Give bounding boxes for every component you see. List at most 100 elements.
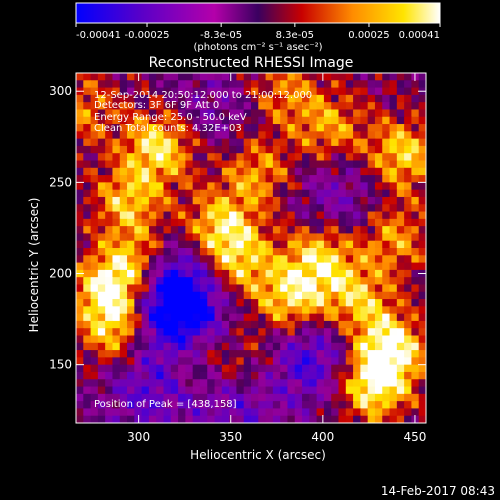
heatmap-cell [119, 145, 128, 154]
heatmap-cell [199, 299, 208, 307]
heatmap-cell [404, 167, 413, 176]
heatmap-cell [316, 218, 325, 227]
heatmap-cell [178, 182, 186, 191]
heatmap-cell [214, 371, 223, 380]
heatmap-cell [294, 102, 303, 111]
heatmap-cell [185, 73, 194, 81]
heatmap-cell [331, 116, 340, 125]
heatmap-cell [243, 94, 252, 103]
heatmap-cell [76, 116, 84, 125]
heatmap-cell [265, 255, 274, 264]
heatmap-cell [353, 401, 361, 410]
heatmap-cell [76, 182, 84, 191]
heatmap-cell [258, 284, 267, 293]
heatmap-cell [360, 350, 369, 358]
heatmap-cell [97, 138, 106, 147]
heatmap-cell [156, 299, 165, 307]
heatmap-cell [367, 196, 376, 205]
heatmap-cell [404, 313, 413, 322]
heatmap-cell [148, 284, 157, 293]
heatmap-cell [97, 102, 106, 111]
heatmap-cell [243, 102, 252, 111]
heatmap-cell [331, 313, 340, 322]
heatmap-cell [338, 328, 347, 337]
heatmap-cell [367, 87, 376, 96]
heatmap-cell [389, 218, 398, 227]
heatmap-cell [199, 393, 208, 402]
heatmap-cell [309, 328, 318, 337]
heatmap-cell [134, 87, 143, 96]
heatmap-cell [265, 342, 274, 351]
heatmap-cell [178, 328, 186, 337]
heatmap-cell [83, 328, 92, 337]
heatmap-cell [207, 371, 216, 380]
heatmap-cell [389, 255, 398, 264]
heatmap-cell [404, 109, 413, 118]
heatmap-cell [119, 379, 128, 388]
heatmap-cell [280, 218, 289, 227]
heatmap-cell [265, 240, 274, 249]
heatmap-cell [141, 87, 150, 96]
heatmap-cell [251, 240, 259, 249]
heatmap-cell [265, 415, 274, 423]
heatmap-cell [374, 284, 383, 293]
heatmap-cell [323, 80, 332, 89]
heatmap-cell [389, 94, 398, 103]
heatmap-cell [90, 291, 99, 300]
heatmap-cell [199, 73, 208, 81]
heatmap-cell [163, 124, 172, 132]
heatmap-cell [287, 408, 296, 417]
heatmap-cell [374, 350, 383, 358]
heatmap-cell [178, 371, 186, 380]
heatmap-cell [141, 335, 150, 344]
heatmap-cell [258, 262, 267, 271]
heatmap-cell [178, 167, 186, 176]
heatmap-cell [382, 233, 391, 242]
heatmap-cell [163, 277, 172, 286]
heatmap-cell [214, 233, 223, 242]
heatmap-cell [163, 299, 172, 307]
heatmap-cell [374, 211, 383, 220]
heatmap-cell [353, 182, 361, 191]
heatmap-cell [374, 277, 383, 286]
heatmap-cell [119, 87, 128, 96]
heatmap-cell [178, 255, 186, 264]
heatmap-cell [236, 284, 245, 293]
heatmap-cell [97, 109, 106, 118]
heatmap-cell [258, 364, 267, 373]
heatmap-cell [316, 167, 325, 176]
heatmap-cell [112, 73, 121, 81]
heatmap-cell [76, 240, 84, 249]
heatmap-cell [127, 211, 135, 220]
heatmap-cell [345, 167, 354, 176]
heatmap-cell [251, 94, 259, 103]
heatmap-cell [185, 371, 194, 380]
heatmap-cell [90, 364, 99, 373]
heatmap-cell [141, 80, 150, 89]
heatmap-cell [272, 379, 281, 388]
heatmap-cell [207, 153, 216, 162]
heatmap-cell [374, 299, 383, 307]
heatmap-cell [192, 364, 201, 373]
heatmap-cell [236, 167, 245, 176]
heatmap-cell [156, 94, 165, 103]
heatmap-cell [199, 160, 208, 169]
heatmap-cell [396, 299, 405, 307]
heatmap-cell [389, 248, 398, 256]
heatmap-cell [214, 401, 223, 410]
heatmap-cell [265, 328, 274, 337]
heatmap-cell [309, 408, 318, 417]
heatmap-cell [221, 364, 230, 373]
heatmap-cell [170, 350, 179, 358]
heatmap-cell [76, 175, 84, 183]
heatmap-cell [236, 342, 245, 351]
heatmap-cell [389, 102, 398, 111]
heatmap-cell [316, 262, 325, 271]
heatmap-cell [83, 255, 92, 264]
heatmap-cell [374, 401, 383, 410]
heatmap-cell [243, 175, 252, 183]
heatmap-cell [280, 240, 289, 249]
heatmap-cell [404, 255, 413, 264]
y-axis-label: Heliocentric Y (arcsec) [27, 198, 41, 333]
heatmap-cell [309, 87, 318, 96]
